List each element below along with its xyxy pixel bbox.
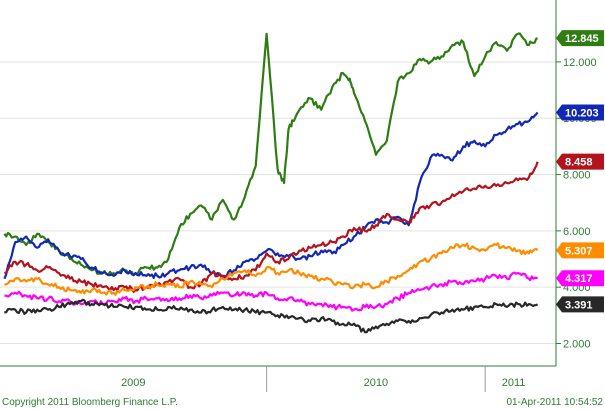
last-value-badges: 12.845 10.203 8.458 5.307 4.317 3.391	[556, 30, 604, 313]
last-value-badge-4: 4.317	[556, 270, 604, 287]
timestamp-text: 01-Apr-2011 10:54:52	[506, 397, 603, 408]
y-tick-label-3: 8.000	[563, 170, 591, 182]
badge-shape-3	[556, 242, 604, 259]
series-line-3	[4, 242, 539, 296]
badge-value-0: 12.845	[565, 33, 599, 45]
series-line-5	[4, 298, 539, 334]
badge-value-2: 8.458	[565, 157, 593, 169]
period-label-1: 2010	[364, 377, 388, 389]
y-tick-label-5: 12.000	[563, 57, 597, 69]
series-line-2	[4, 161, 539, 293]
y-tick-label-0: 2.000	[563, 338, 591, 350]
series-line-1	[3, 111, 539, 280]
badge-value-4: 4.317	[565, 273, 593, 285]
badge-value-3: 5.307	[565, 245, 593, 257]
badge-shape-1	[556, 104, 604, 121]
badge-shape-2	[556, 153, 604, 170]
last-value-badge-0: 12.845	[556, 30, 604, 47]
badge-shape-5	[556, 296, 604, 313]
period-label-2: 2011	[502, 377, 526, 389]
last-value-badge-5: 3.391	[556, 296, 604, 313]
series-line-0	[3, 32, 539, 277]
x-axis-periods: 2009 2010 2011	[121, 366, 525, 392]
copyright-text: Copyright 2011 Bloomberg Finance L.P.	[2, 397, 178, 408]
series-lines	[3, 32, 539, 334]
last-value-badge-1: 10.203	[556, 104, 604, 121]
badge-value-5: 3.391	[565, 299, 593, 311]
last-value-badge-2: 8.458	[556, 153, 604, 170]
y-tick-label-2: 6.000	[563, 226, 591, 238]
badge-shape-0	[556, 30, 604, 47]
badge-shape-4	[556, 270, 604, 287]
period-label-0: 2009	[121, 377, 145, 389]
badge-value-1: 10.203	[565, 108, 599, 120]
series-line-4	[4, 271, 538, 312]
last-value-badge-3: 5.307	[556, 242, 604, 259]
